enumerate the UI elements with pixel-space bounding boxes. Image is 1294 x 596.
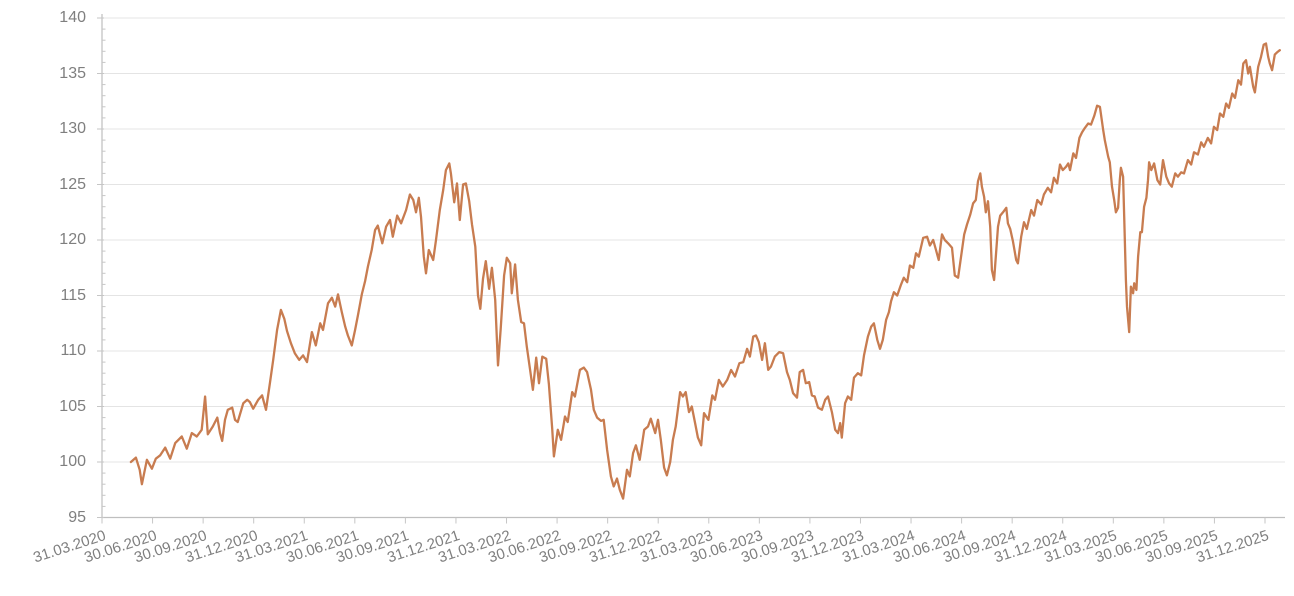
y-axis-label: 100: [59, 453, 86, 470]
y-axis-label: 105: [59, 397, 86, 415]
y-axis-label: 130: [59, 120, 86, 137]
y-axis-label: 135: [59, 64, 86, 82]
y-axis-label: 140: [59, 9, 86, 26]
y-axis-label: 95: [68, 508, 86, 526]
performance-line: [129, 42, 1281, 500]
y-axis-label: 125: [59, 175, 86, 193]
y-axis-label: 120: [59, 231, 86, 248]
y-axis-label: 110: [60, 342, 86, 359]
y-axis-label: 115: [60, 286, 86, 304]
